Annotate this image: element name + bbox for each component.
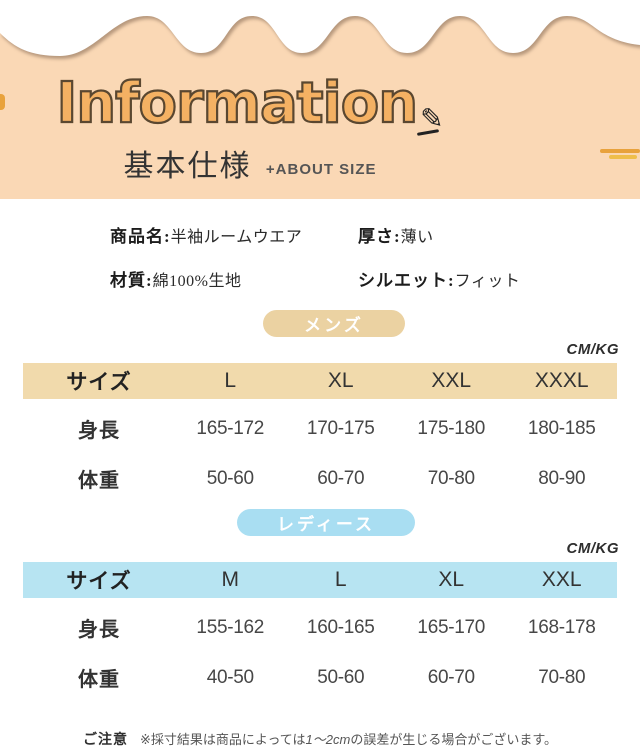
subtitle-row: 基本仕様 +ABOUT SIZE	[0, 141, 500, 185]
spec-label: 商品名:	[110, 227, 171, 246]
ladies-badge: レディース	[237, 509, 415, 536]
pencil-icon: ✎	[420, 103, 444, 134]
spec-row: 商品名:半袖ルームウエア 厚さ:薄い	[110, 222, 640, 247]
cell-value: 160-165	[306, 616, 375, 638]
subtitle-japanese: 基本仕様	[123, 150, 252, 183]
ladies-unit-label: CM/KG	[566, 540, 619, 557]
cell-value: 168-178	[527, 616, 596, 638]
column-header: XL	[438, 568, 465, 591]
cell-value: 60-70	[427, 666, 475, 688]
table-row: 体重 40-50 50-60 60-70 70-80	[23, 663, 617, 692]
spec-label: シルエット:	[358, 271, 455, 290]
cell-value: 180-185	[527, 417, 596, 439]
spec-value: 薄い	[400, 229, 434, 246]
mens-table-header: サイズ L XL XXL XXXL	[23, 363, 617, 399]
accent-line-bottom	[609, 155, 637, 159]
column-header: M	[221, 568, 240, 591]
table-row: 体重 50-60 60-70 70-80 80-90	[23, 464, 617, 493]
title-row: Information ✎	[0, 71, 500, 136]
column-header: サイズ	[66, 570, 132, 593]
note-text: ※採寸結果は商品によっては1〜2cmの誤差が生じる場合がございます。	[140, 729, 557, 748]
cell-value: 175-180	[417, 417, 486, 439]
wave-decoration	[0, 0, 640, 56]
cell-value: 165-172	[196, 417, 265, 439]
spec-material: 材質:綿100%生地	[110, 266, 358, 291]
mens-size-section: メンズ CM/KG サイズ L XL XXL XXXL 身長 165-172 1…	[0, 310, 640, 493]
mens-unit-label: CM/KG	[566, 341, 619, 358]
column-header: XXL	[541, 568, 582, 591]
equals-decoration	[600, 149, 640, 159]
column-header: XXXL	[534, 369, 589, 392]
cell-value: 50-60	[317, 666, 365, 688]
hero-header: Information ✎ 基本仕様 +ABOUT SIZE	[0, 0, 640, 199]
cell-value: 170-175	[306, 417, 375, 439]
cell-value: 70-80	[427, 467, 475, 489]
ladies-table-header: サイズ M L XL XXL	[23, 562, 617, 598]
column-header: XXL	[431, 369, 472, 392]
cell-value: 80-90	[538, 467, 586, 489]
spec-silhouette: シルエット:フィット	[358, 266, 520, 291]
cell-value: 60-70	[317, 467, 365, 489]
left-edge-decoration	[0, 94, 5, 110]
spec-label: 材質:	[110, 271, 153, 290]
mens-badge: メンズ	[263, 310, 405, 337]
accent-line-top	[600, 149, 640, 153]
row-label: 体重	[78, 669, 120, 691]
spec-row: 材質:綿100%生地 シルエット:フィット	[110, 266, 640, 291]
cell-value: 40-50	[206, 666, 254, 688]
cell-value: 155-162	[196, 616, 265, 638]
caution-note: ご注意 ※採寸結果は商品によっては1〜2cmの誤差が生じる場合がございます。	[0, 729, 640, 749]
column-header: L	[334, 568, 347, 591]
product-specs: 商品名:半袖ルームウエア 厚さ:薄い 材質:綿100%生地 シルエット:フィット	[0, 199, 640, 291]
spec-value: 半袖ルームウエア	[170, 229, 303, 246]
subtitle-english: +ABOUT SIZE	[265, 161, 377, 178]
note-suffix: の誤差が生じる場合がございます。	[350, 732, 558, 747]
table-row: 身長 165-172 170-175 175-180 180-185	[23, 414, 617, 443]
spec-value: 綿100%生地	[152, 273, 242, 290]
spec-label: 厚さ:	[358, 227, 401, 246]
cell-value: 70-80	[538, 666, 586, 688]
note-emphasis: 1〜2cm	[305, 732, 351, 747]
column-header: XL	[327, 369, 354, 392]
spec-product-name: 商品名:半袖ルームウエア	[110, 222, 358, 247]
hero-content: Information ✎ 基本仕様 +ABOUT SIZE	[0, 0, 500, 185]
spec-value: フィット	[454, 273, 521, 290]
note-label: ご注意	[82, 731, 128, 747]
cell-value: 165-170	[417, 616, 486, 638]
page-title: Information	[55, 71, 419, 136]
row-label: 体重	[78, 470, 120, 492]
column-header: L	[224, 369, 237, 392]
row-label: 身長	[78, 420, 120, 442]
ladies-size-section: レディース CM/KG サイズ M L XL XXL 身長 155-162 16…	[0, 509, 640, 692]
column-header: サイズ	[66, 371, 132, 394]
spec-thickness: 厚さ:薄い	[358, 222, 434, 247]
table-row: 身長 155-162 160-165 165-170 168-178	[23, 613, 617, 642]
cell-value: 50-60	[206, 467, 254, 489]
note-prefix: ※採寸結果は商品によっては	[139, 732, 306, 747]
row-label: 身長	[78, 619, 120, 641]
